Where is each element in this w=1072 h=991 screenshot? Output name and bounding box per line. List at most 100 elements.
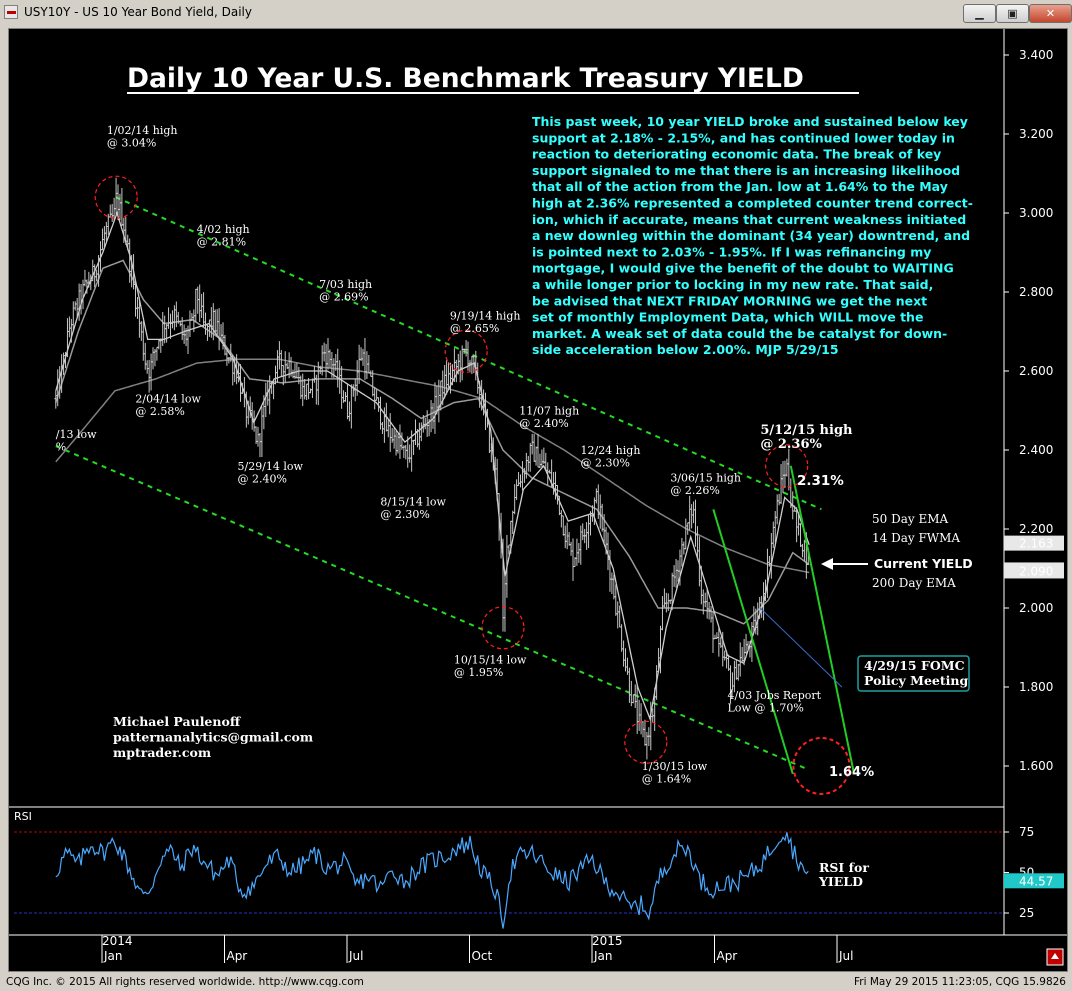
price-annotation: @ 2.30% bbox=[580, 456, 629, 469]
lower-channel-line bbox=[55, 445, 810, 771]
author-line: mptrader.com bbox=[113, 745, 211, 760]
close-button[interactable]: ✕ bbox=[1029, 4, 1072, 23]
fomc-line bbox=[759, 607, 843, 688]
price-annotation: 5/29/14 low bbox=[237, 460, 303, 473]
price-bars bbox=[54, 177, 810, 760]
commentary-line: a new downleg within the dominant (34 ye… bbox=[532, 228, 970, 243]
commentary-line: a while longer prior to locking in my ne… bbox=[532, 277, 933, 292]
copyright-text: CQG Inc. © 2015 All rights reserved worl… bbox=[6, 976, 364, 988]
time-tick-label: Jan bbox=[103, 949, 123, 963]
time-tick-year: 2015 bbox=[592, 934, 623, 948]
chart-window[interactable]: 3.400 3.200 3.000 2.800 2.600 2.400 2.200 2.000… bbox=[8, 28, 1068, 972]
commentary-line: mortgage, I would give the benefit of th… bbox=[532, 261, 954, 276]
price-tick-label: 2.200 bbox=[1019, 522, 1053, 536]
rsi-note: RSI for bbox=[819, 860, 869, 875]
highlight-circle bbox=[94, 175, 138, 219]
price-tick-label: 3.200 bbox=[1019, 127, 1053, 141]
price-annotation: @ 3.04% bbox=[107, 137, 156, 150]
fomc-label: Policy Meeting bbox=[864, 673, 968, 688]
legend-current-yield: Current YIELD bbox=[874, 556, 973, 571]
ema200-line bbox=[55, 358, 810, 574]
rsi-value-label: 44.57 bbox=[1019, 874, 1053, 888]
commentary-line: ion, which if accurate, means that curre… bbox=[532, 212, 966, 227]
price-annotation: @ 2.65% bbox=[450, 322, 499, 335]
minimize-button[interactable]: ▁ bbox=[963, 4, 996, 23]
author-line: patternanalytics@gmail.com bbox=[113, 730, 313, 745]
price-annotation: @ 1.95% bbox=[454, 666, 503, 679]
legend-ema50: 50 Day EMA bbox=[872, 512, 949, 526]
rsi-tick-label: 25 bbox=[1019, 906, 1034, 920]
time-tick-label: Jan bbox=[593, 949, 613, 963]
current-value-box bbox=[1004, 562, 1064, 579]
commentary-line: This past week, 10 year YIELD broke and … bbox=[532, 114, 968, 129]
time-tick-label: Apr bbox=[716, 949, 737, 963]
price-annotation: @ 1.64% bbox=[642, 772, 691, 785]
restore-button[interactable]: ▣ bbox=[996, 4, 1029, 23]
rsi-note: YIELD bbox=[818, 874, 863, 889]
fomc-label: 4/29/15 FOMC bbox=[864, 658, 965, 673]
rsi-value-box bbox=[1004, 873, 1064, 889]
price-annotation: @ 2.69% bbox=[319, 291, 368, 304]
price-annotation: @ 2.26% bbox=[670, 484, 719, 497]
highlight-circle bbox=[624, 720, 668, 764]
price-annotation: 2/04/14 low bbox=[135, 393, 201, 406]
big-price-annotation: @ 2.36% bbox=[760, 437, 822, 452]
price-annotation: 8/15/14 low bbox=[380, 495, 446, 508]
big-price-annotation: 5/12/15 high bbox=[760, 423, 853, 438]
rsi-label: RSI bbox=[14, 810, 32, 823]
price-tick-label: 2.400 bbox=[1019, 443, 1053, 457]
current-yield-arrowhead bbox=[821, 558, 833, 570]
status-bar: CQG Inc. © 2015 All rights reserved worl… bbox=[0, 973, 1072, 991]
price-annotation: 7/03 high bbox=[319, 278, 372, 291]
scroll-arrow-icon bbox=[1051, 953, 1059, 959]
time-tick-label: Jul bbox=[838, 949, 853, 963]
title-bar: USY10Y - US 10 Year Bond Yield, Daily ▁ … bbox=[0, 0, 1072, 26]
target-down-label: 1.64% bbox=[829, 765, 874, 780]
ema-value-label: 2.163 bbox=[1019, 537, 1053, 551]
status-timestamp: Fri May 29 2015 11:23:05, CQG 15.9826 bbox=[854, 976, 1066, 988]
price-annotation: /13 low bbox=[56, 428, 97, 441]
current-value-label: 2.090 bbox=[1019, 564, 1053, 578]
price-annotation: 1/02/14 high bbox=[107, 124, 178, 137]
price-annotation: @ 2.40% bbox=[519, 417, 568, 430]
price-annotation: % bbox=[56, 441, 66, 454]
rsi-tick-label: 75 bbox=[1019, 825, 1034, 839]
upper-channel-line bbox=[115, 196, 822, 511]
commentary-line: set of monthly Employment Data, which WI… bbox=[532, 310, 923, 325]
commentary-line: support signaled to me that there is an … bbox=[532, 163, 960, 178]
price-annotation: @ 2.30% bbox=[380, 508, 429, 521]
commentary-line: be advised that NEXT FRIDAY MORNING we g… bbox=[532, 293, 927, 308]
highlight-circle bbox=[481, 606, 525, 650]
chart-canvas[interactable]: 3.400 3.200 3.000 2.800 2.600 2.400 2.200 2.000… bbox=[9, 29, 1067, 971]
app-icon bbox=[4, 5, 18, 19]
fomc-box bbox=[857, 655, 970, 692]
target-up-label: 2.31% bbox=[797, 473, 844, 489]
commentary-line: side acceleration below 2.00%. MJP 5/29/… bbox=[532, 342, 839, 357]
commentary-line: that all of the action from the Jan. low… bbox=[532, 179, 948, 194]
fwma14-line bbox=[55, 210, 810, 722]
legend-ema200: 200 Day EMA bbox=[872, 576, 956, 590]
price-tick-label: 2.600 bbox=[1019, 364, 1053, 378]
price-annotation: 10/15/14 low bbox=[454, 653, 527, 666]
commentary-line: support at 2.18% - 2.15%, and has contin… bbox=[532, 130, 955, 145]
commentary-line: market. A weak set of data could the be … bbox=[532, 326, 947, 341]
highlight-circle bbox=[765, 444, 809, 488]
ema50-line bbox=[55, 259, 810, 625]
price-tick-label: 1.600 bbox=[1019, 759, 1053, 773]
chart-title: Daily 10 Year U.S. Benchmark Treasury YI… bbox=[127, 63, 804, 94]
legend-fwma14: 14 Day FWMA bbox=[872, 531, 960, 545]
short-channel-line-2 bbox=[789, 465, 856, 775]
price-annotation: 12/24 high bbox=[580, 444, 640, 457]
commentary-line: reaction to deteriorating economic data.… bbox=[532, 147, 941, 162]
commentary-line: is pointed next to 2.03% - 1.95%. If I w… bbox=[532, 244, 931, 259]
time-tick-label: Apr bbox=[226, 949, 247, 963]
rsi-line bbox=[55, 832, 809, 929]
price-annotation: 4/03 Jobs Report bbox=[727, 689, 821, 702]
price-annotation: 11/07 high bbox=[519, 404, 579, 417]
price-annotation: 9/19/14 high bbox=[450, 310, 521, 323]
price-annotation: @ 2.81% bbox=[197, 235, 246, 248]
price-tick-label: 3.000 bbox=[1019, 206, 1053, 220]
price-tick-label: 3.400 bbox=[1019, 48, 1053, 62]
price-annotation: @ 2.40% bbox=[237, 472, 286, 485]
time-tick-year: 2014 bbox=[102, 934, 133, 948]
